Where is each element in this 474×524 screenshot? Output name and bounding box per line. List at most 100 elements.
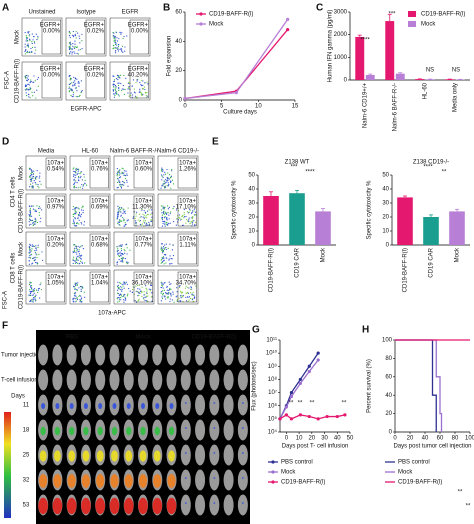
annotation: *** xyxy=(388,12,396,18)
flow-event xyxy=(117,292,119,294)
flow-event xyxy=(143,217,145,219)
y-tick-label: 10⁸ xyxy=(268,376,278,383)
flow-event xyxy=(38,207,40,210)
flow-event xyxy=(121,288,123,291)
flow-event xyxy=(117,205,119,207)
signal xyxy=(109,497,120,515)
flow-event xyxy=(119,31,121,34)
flow-event xyxy=(25,89,27,91)
flow-event xyxy=(116,40,119,42)
flow-event xyxy=(122,253,124,255)
mouse xyxy=(180,344,191,366)
flow-event xyxy=(68,46,70,48)
flow-event xyxy=(33,292,35,294)
flow-event xyxy=(117,286,119,288)
flow-event xyxy=(82,287,84,289)
flow-event xyxy=(144,216,146,218)
flow-event xyxy=(34,261,37,264)
flow-event xyxy=(29,251,32,253)
mouse xyxy=(80,369,91,391)
mouse xyxy=(80,344,91,366)
flow-event xyxy=(119,254,122,256)
flow-event xyxy=(68,32,70,34)
flow-event xyxy=(27,75,29,77)
y-axis-label: Fold expansion xyxy=(167,36,173,77)
flow-event xyxy=(24,84,27,86)
flow-event xyxy=(31,46,34,49)
flow-event xyxy=(70,48,72,50)
flow-event xyxy=(151,219,153,221)
flow-event xyxy=(127,185,129,187)
y-tick-label: 20 xyxy=(382,215,389,221)
legend-label: Mock xyxy=(421,22,436,28)
flow-event xyxy=(189,208,191,210)
flow-event xyxy=(165,262,167,264)
flow-event xyxy=(28,186,31,188)
flow-event xyxy=(124,252,126,254)
flow-event xyxy=(118,221,121,223)
flow-event xyxy=(172,254,175,257)
flow-event xyxy=(162,250,164,252)
flow-event xyxy=(126,283,128,285)
flow-event xyxy=(148,221,150,224)
flow-event xyxy=(32,187,34,189)
flow-event xyxy=(35,249,38,251)
flow-event xyxy=(119,251,121,253)
flow-event xyxy=(166,180,168,182)
flow-event xyxy=(115,46,117,49)
flow-event xyxy=(163,263,165,265)
flow-event xyxy=(74,40,76,42)
gate-percent: 34.70% xyxy=(176,281,197,287)
flow-event xyxy=(126,181,128,183)
flow-event xyxy=(126,253,128,255)
flow-event xyxy=(170,175,172,177)
flow-event xyxy=(27,43,29,45)
flow-event xyxy=(31,170,33,172)
flow-event xyxy=(75,180,77,182)
flow-event xyxy=(39,284,41,286)
flow-event xyxy=(176,300,178,302)
flow-event xyxy=(38,205,40,208)
flow-event xyxy=(185,296,187,298)
signal xyxy=(82,450,90,462)
signal xyxy=(169,403,174,409)
flow-event xyxy=(30,253,33,255)
flow-event xyxy=(133,88,135,90)
flow-event xyxy=(167,297,169,299)
flow-event xyxy=(29,215,31,217)
row-label: Mock xyxy=(19,165,25,180)
gate-percent: 17.10% xyxy=(176,205,197,211)
group-label: CD4 T cells xyxy=(11,177,17,208)
flow-event xyxy=(166,205,169,207)
flow-event xyxy=(70,43,72,45)
flow-event xyxy=(74,176,76,179)
flow-event xyxy=(126,179,128,181)
flow-event xyxy=(139,81,141,84)
flow-event xyxy=(38,211,40,214)
flow-event xyxy=(81,40,83,42)
signal xyxy=(168,450,175,462)
flow-event xyxy=(34,182,36,184)
mouse xyxy=(237,344,248,366)
flow-event xyxy=(126,35,128,37)
flow-event xyxy=(117,296,119,299)
flow-event xyxy=(33,42,36,44)
flow-event xyxy=(30,80,32,83)
flow-event xyxy=(28,221,30,223)
flow-event xyxy=(113,47,115,49)
flow-event xyxy=(33,75,35,77)
flow-event xyxy=(163,259,165,262)
flow-event xyxy=(135,220,137,222)
flow-event xyxy=(81,179,83,181)
flow-event xyxy=(147,214,149,216)
flow-event xyxy=(74,171,77,173)
bar xyxy=(423,217,439,245)
flow-event xyxy=(69,74,71,77)
flow-event xyxy=(120,253,122,255)
flow-event xyxy=(145,224,147,226)
flow-event xyxy=(75,225,78,227)
flow-gate xyxy=(133,195,153,227)
flow-event xyxy=(148,288,150,290)
flow-event xyxy=(165,248,167,251)
flow-event xyxy=(118,75,120,77)
